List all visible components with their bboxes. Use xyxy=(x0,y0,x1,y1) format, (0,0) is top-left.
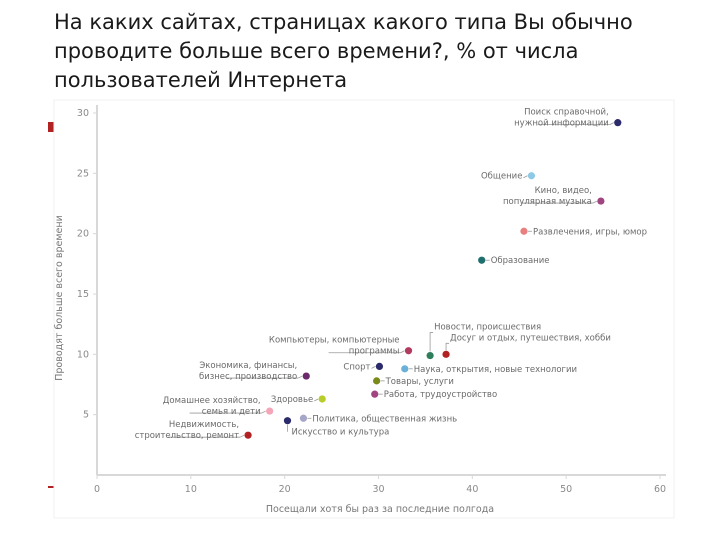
data-point xyxy=(371,390,379,398)
point-label-line: Экономика, финансы, xyxy=(199,361,297,371)
point-label: Домашнее хозяйство,семья и дети xyxy=(163,396,261,417)
point-label: Досуг и отдых, путешествия, хобби xyxy=(450,333,611,343)
data-point xyxy=(375,362,384,370)
x-tick-label: 30 xyxy=(372,484,384,495)
leader-line xyxy=(314,398,319,402)
point-label-line: Общение xyxy=(481,172,522,182)
leader-line xyxy=(261,410,266,414)
leader-lines xyxy=(168,122,614,438)
point-label-line: строительство, ремонт xyxy=(135,431,239,441)
data-point xyxy=(527,172,536,180)
point-label-line: Спорт xyxy=(343,362,370,372)
data-point xyxy=(401,365,409,373)
point-label-line: Политика, общественная жизнь xyxy=(312,414,457,424)
point-label: Политика, общественная жизнь xyxy=(312,414,457,424)
point-label-line: Здоровье xyxy=(271,395,313,405)
leader-line xyxy=(523,175,528,179)
leader-line xyxy=(239,434,245,438)
x-tick-label: 0 xyxy=(94,484,100,495)
y-axis-title: Проводят больше всего времени xyxy=(54,215,65,381)
point-labels: Поиск справочной,нужной информации Общени… xyxy=(135,108,647,442)
data-point xyxy=(478,256,486,264)
data-point xyxy=(597,197,605,205)
point-label-line: Искусство и культура xyxy=(291,428,389,438)
x-tick-label: 40 xyxy=(466,484,478,495)
y-tick-label: 5 xyxy=(83,410,89,421)
data-point xyxy=(283,417,292,425)
data-point xyxy=(373,377,381,385)
point-label-line: Развлечения, игры, юмор xyxy=(533,227,647,237)
data-point xyxy=(614,119,622,127)
accent-bar-left xyxy=(48,122,58,132)
y-tick-label: 30 xyxy=(77,108,89,119)
point-label-line: популярная музыка xyxy=(503,197,592,207)
data-point xyxy=(404,347,413,355)
x-axis-title: Посещали хотя бы раз за последние полгод… xyxy=(266,504,494,515)
y-tick-label: 15 xyxy=(77,289,89,300)
data-point xyxy=(299,414,308,422)
data-point xyxy=(520,227,528,235)
point-label-line: нужной информации xyxy=(514,119,609,129)
point-label-line: Новости, происшествия xyxy=(434,323,541,333)
point-label-line: Домашнее хозяйство, xyxy=(163,396,261,406)
point-label-line: Кино, видео, xyxy=(535,186,592,196)
point-label-line: Работа, трудоустройство xyxy=(384,390,497,400)
point-label: Экономика, финансы,бизнес, производство xyxy=(199,361,297,382)
point-label-line: бизнес, производство xyxy=(199,372,297,382)
leader-line xyxy=(400,350,405,354)
leader-line xyxy=(371,366,376,369)
point-label: Поиск справочной,нужной информации xyxy=(514,108,609,129)
y-tick-label: 20 xyxy=(77,229,89,240)
point-label: Искусство и культура xyxy=(291,428,389,438)
point-label: Новости, происшествия xyxy=(434,323,541,333)
point-label-line: программы xyxy=(349,347,400,357)
point-label: Товары, услуги xyxy=(385,377,454,387)
point-label: Здоровье xyxy=(271,395,313,405)
accent-line-bottom xyxy=(48,486,54,488)
point-label-line: Компьютеры, компьютерные xyxy=(269,336,400,346)
x-tick-label: 60 xyxy=(654,484,666,495)
leader-line xyxy=(298,375,303,379)
x-tick-label: 50 xyxy=(560,484,572,495)
point-label-line: Поиск справочной, xyxy=(524,108,609,118)
point-label: Недвижимость,строительство, ремонт xyxy=(135,420,239,441)
point-label: Наука, открытия, новые технологии xyxy=(414,365,577,375)
leader-line xyxy=(592,200,598,204)
leader-line xyxy=(429,332,434,352)
point-label-line: Образование xyxy=(491,256,550,266)
data-point xyxy=(244,431,252,439)
leader-line xyxy=(445,342,450,351)
point-label-line: Наука, открытия, новые технологии xyxy=(414,365,577,375)
point-label: Общение xyxy=(481,172,522,182)
point-label: Развлечения, игры, юмор xyxy=(533,227,647,237)
data-point xyxy=(318,395,326,403)
point-label-line: Недвижимость, xyxy=(169,420,239,430)
point-label: Образование xyxy=(491,256,550,266)
y-tick-label: 10 xyxy=(77,349,89,360)
data-point xyxy=(302,372,310,380)
axes xyxy=(96,105,666,476)
point-label-line: Досуг и отдых, путешествия, хобби xyxy=(450,333,611,343)
point-label: Спорт xyxy=(343,362,370,372)
x-tick-label: 10 xyxy=(185,484,197,495)
x-tick-label: 20 xyxy=(279,484,291,495)
point-label: Работа, трудоустройство xyxy=(384,390,497,400)
point-label-line: Товары, услуги xyxy=(385,377,454,387)
data-point xyxy=(426,351,434,360)
data-points xyxy=(244,119,622,439)
data-point xyxy=(266,407,274,415)
point-label: Кино, видео,популярная музыка xyxy=(503,186,592,207)
slide-title: На каких сайтах, страницах какого типа В… xyxy=(54,10,633,92)
point-label-line: семья и дети xyxy=(202,407,261,417)
tick-labels: 0 10 20 30 40 50 60 5 10 15 20 25 30 xyxy=(77,108,666,495)
chart-panel xyxy=(53,99,675,519)
leader-line xyxy=(609,122,614,126)
y-tick-label: 25 xyxy=(77,168,89,179)
data-point xyxy=(442,350,450,358)
